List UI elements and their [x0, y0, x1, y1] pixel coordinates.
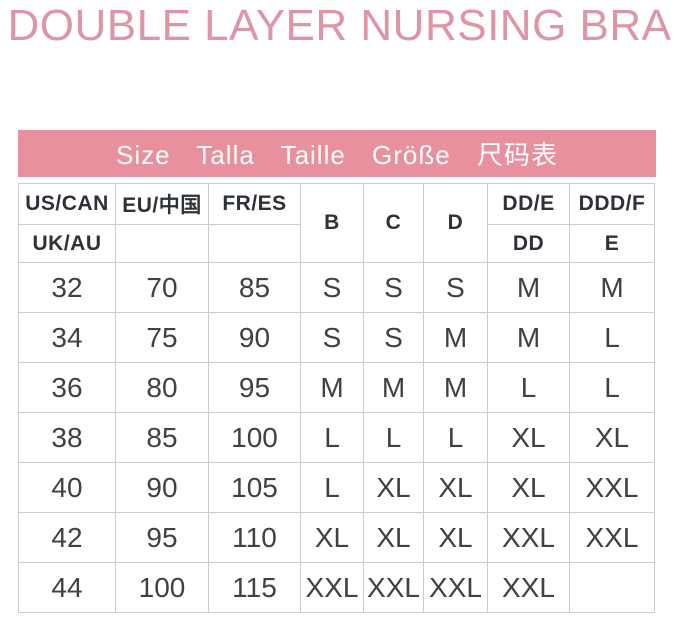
size-cell: L: [569, 362, 655, 413]
header-cell-cup-dddf: DDD/F: [569, 183, 655, 225]
table-row: 42 95 110 XL XL XL XXL XXL: [18, 512, 655, 563]
size-cell: 85: [115, 412, 209, 463]
page-title: DOUBLE LAYER NURSING BRA: [7, 1, 672, 50]
size-cell: S: [363, 262, 424, 313]
size-cell: XL: [363, 462, 424, 513]
size-cell: XXL: [569, 462, 655, 513]
header-cell-uk-au: UK/AU: [18, 224, 116, 263]
size-cell: L: [363, 412, 424, 463]
size-cell: S: [363, 312, 424, 363]
header-cell-eu-cn: EU/中国: [115, 183, 209, 225]
size-cell: 42: [18, 512, 116, 563]
size-cell: 115: [208, 562, 301, 613]
size-cell: 32: [18, 262, 116, 313]
header-cell-fr-es-empty: [208, 224, 301, 263]
size-cell: 34: [18, 312, 116, 363]
size-cell: 75: [115, 312, 209, 363]
size-cell: 40: [18, 462, 116, 513]
size-cell: XXL: [300, 562, 364, 613]
size-cell: S: [423, 262, 488, 313]
header-cell-us-can: US/CAN: [18, 183, 116, 225]
size-cell: M: [423, 312, 488, 363]
size-cell: S: [300, 262, 364, 313]
size-cell: L: [569, 312, 655, 363]
size-cell: XXL: [569, 512, 655, 563]
size-cell: XL: [363, 512, 424, 563]
size-bar-label: Size Talla Taille Größe 尺码表: [116, 140, 558, 170]
size-bar: Size Talla Taille Größe 尺码表: [18, 130, 656, 177]
size-cell: L: [423, 412, 488, 463]
size-cell: XL: [487, 462, 570, 513]
size-cell: S: [300, 312, 364, 363]
size-cell: M: [423, 362, 488, 413]
size-cell: L: [487, 362, 570, 413]
table-row: 38 85 100 L L L XL XL: [18, 412, 655, 463]
size-cell: XL: [423, 462, 488, 513]
size-cell: 90: [208, 312, 301, 363]
size-table: US/CAN EU/中国 FR/ES B C D DD/E DDD/F UK/A…: [18, 183, 655, 613]
size-cell: 110: [208, 512, 301, 563]
header-cell-cup-b: B: [300, 183, 364, 263]
size-cell: XXL: [487, 512, 570, 563]
size-cell: M: [300, 362, 364, 413]
size-cell: 38: [18, 412, 116, 463]
size-cell: XXL: [423, 562, 488, 613]
size-cell: 100: [208, 412, 301, 463]
header-cell-cup-e: E: [569, 224, 655, 263]
size-cell: M: [487, 312, 570, 363]
header-cell-cup-dd: DD: [487, 224, 570, 263]
size-cell: 44: [18, 562, 116, 613]
size-cell: M: [487, 262, 570, 313]
size-cell: 36: [18, 362, 116, 413]
size-cell: 80: [115, 362, 209, 413]
size-cell: 100: [115, 562, 209, 613]
header-cell-eu-cn-empty: [115, 224, 209, 263]
size-cell: 95: [208, 362, 301, 413]
header-cell-cup-d: D: [423, 183, 488, 263]
header-row-1: US/CAN EU/中国 FR/ES B C D DD/E DDD/F: [18, 183, 655, 263]
size-cell: 85: [208, 262, 301, 313]
size-cell: XL: [487, 412, 570, 463]
size-cell: XL: [423, 512, 488, 563]
table-row: 32 70 85 S S S M M: [18, 262, 655, 313]
size-cell: XL: [300, 512, 364, 563]
size-cell: XXL: [363, 562, 424, 613]
size-cell: M: [363, 362, 424, 413]
table-row: 44 100 115 XXL XXL XXL XXL: [18, 562, 655, 613]
header-cell-cup-c: C: [363, 183, 424, 263]
table-row: 40 90 105 L XL XL XL XXL: [18, 462, 655, 513]
size-cell: L: [300, 412, 364, 463]
size-cell: 105: [208, 462, 301, 513]
header-cell-cup-dde: DD/E: [487, 183, 570, 225]
size-cell: XXL: [487, 562, 570, 613]
size-cell: M: [569, 262, 655, 313]
size-cell: [569, 562, 655, 613]
size-cell: XL: [569, 412, 655, 463]
header-cell-fr-es: FR/ES: [208, 183, 301, 225]
size-cell: 95: [115, 512, 209, 563]
size-cell: 70: [115, 262, 209, 313]
size-cell: L: [300, 462, 364, 513]
table-row: 34 75 90 S S M M L: [18, 312, 655, 363]
size-cell: 90: [115, 462, 209, 513]
table-row: 36 80 95 M M M L L: [18, 362, 655, 413]
